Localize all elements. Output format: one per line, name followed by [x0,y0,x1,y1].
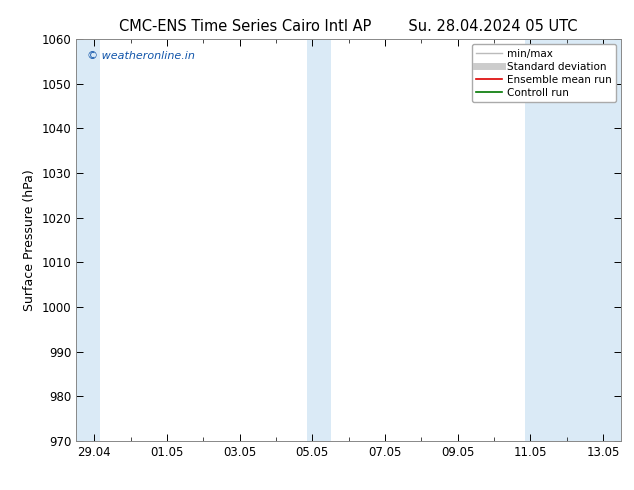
Text: © weatheronline.in: © weatheronline.in [87,51,195,61]
Bar [76,39,100,441]
Bar [525,39,621,441]
Bar [307,39,330,441]
Y-axis label: Surface Pressure (hPa): Surface Pressure (hPa) [23,169,36,311]
Title: CMC-ENS Time Series Cairo Intl AP        Su. 28.04.2024 05 UTC: CMC-ENS Time Series Cairo Intl AP Su. 28… [119,19,578,34]
Legend: min/max, Standard deviation, Ensemble mean run, Controll run: min/max, Standard deviation, Ensemble me… [472,45,616,102]
